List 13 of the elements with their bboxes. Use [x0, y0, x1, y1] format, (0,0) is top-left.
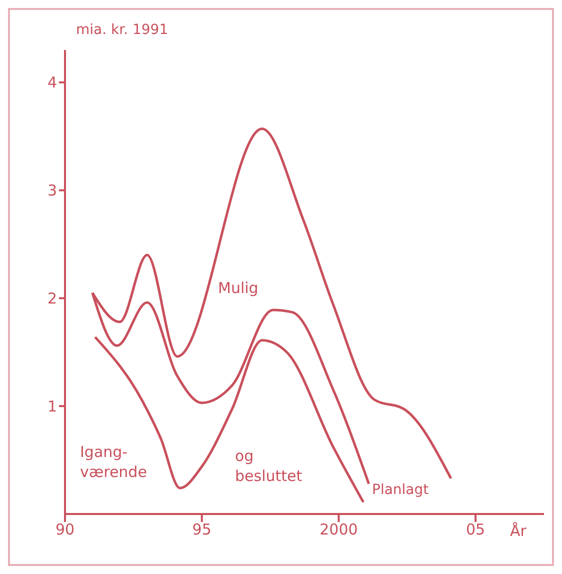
series-label: Planlagt	[372, 481, 430, 500]
series-label: Mulig	[218, 278, 260, 298]
y-tick-label: 2	[47, 290, 57, 308]
y-tick-label: 1	[47, 397, 57, 416]
x-tick-label: 90	[55, 520, 75, 539]
y-axis-title: mia. kr. 1991	[76, 22, 168, 38]
x-tick-label: 05	[466, 520, 486, 539]
y-tick-label: 4	[47, 74, 57, 92]
x-tick-label: 2000	[320, 520, 358, 539]
x-axis-title: År	[510, 522, 526, 540]
text: Igang-værende og besluttet	[80, 443, 302, 485]
y-tick-label: 3	[47, 182, 57, 200]
x-tick-label: 95	[192, 520, 212, 539]
